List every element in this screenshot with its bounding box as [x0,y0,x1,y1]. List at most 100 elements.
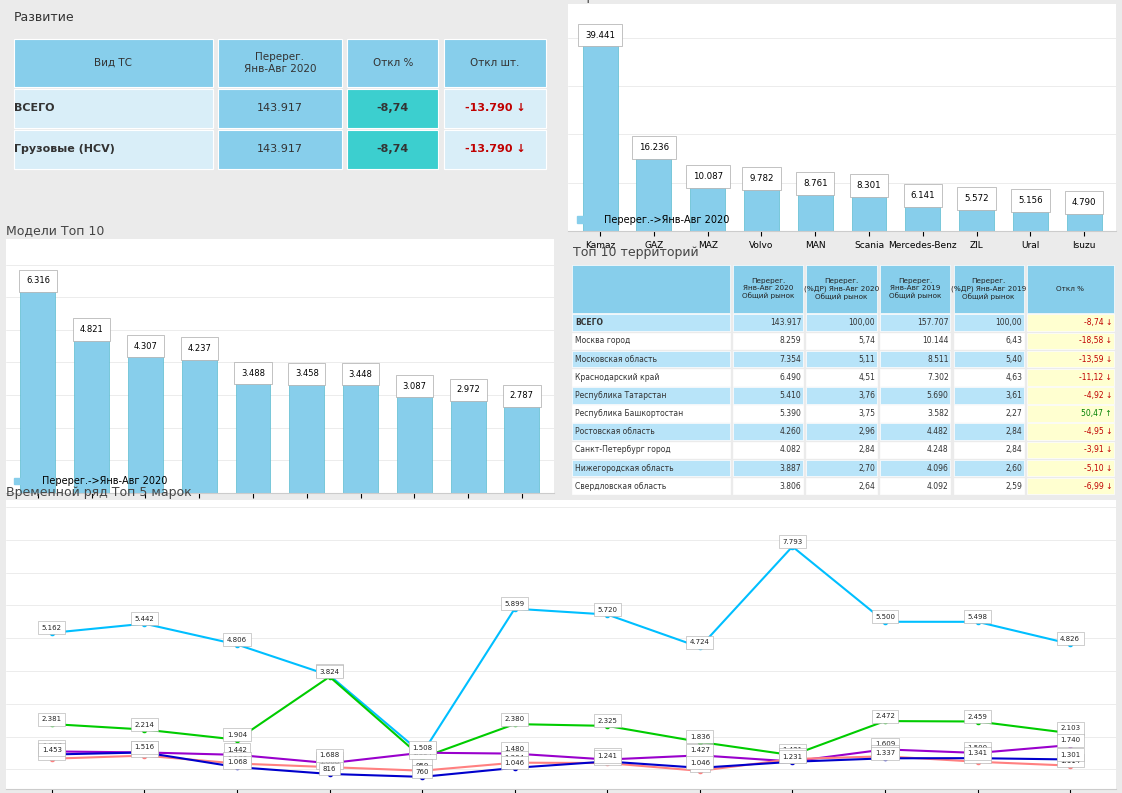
Text: 5.899: 5.899 [505,601,525,607]
Text: 5.690: 5.690 [927,391,948,400]
Text: 39.441: 39.441 [586,30,615,40]
FancyBboxPatch shape [954,460,1023,477]
Text: 2,70: 2,70 [858,464,875,473]
Text: 1.399: 1.399 [875,749,895,754]
Text: 4.826: 4.826 [1060,636,1080,642]
#Kamaz [1064,639,1077,649]
Text: 8.259: 8.259 [780,336,801,346]
Bar [505,402,540,492]
#Kamaz [508,604,522,614]
FancyBboxPatch shape [1027,314,1114,331]
Text: 6.141: 6.141 [910,191,935,201]
Text: 1.688: 1.688 [320,752,340,758]
FancyBboxPatch shape [572,387,729,404]
Text: 5.410: 5.410 [780,391,801,400]
Text: Перерег.
(%ДР) Янв-Авг 2019
Общий рынок: Перерег. (%ДР) Янв-Авг 2019 Общий рынок [951,278,1027,300]
FancyBboxPatch shape [13,39,213,87]
#Volvo [415,748,429,757]
Text: 7.302: 7.302 [927,373,948,381]
Text: 2,64: 2,64 [858,481,875,491]
Text: 4.248: 4.248 [927,446,948,454]
FancyBboxPatch shape [954,351,1023,367]
#Volvo [693,751,707,760]
Text: 1.442: 1.442 [227,747,247,753]
Text: 143.917: 143.917 [770,318,801,328]
Text: Перерег.
Янв-Авг 2020: Перерег. Янв-Авг 2020 [243,52,316,74]
FancyBboxPatch shape [733,351,803,367]
FancyBboxPatch shape [954,265,1023,313]
Text: 8.301: 8.301 [857,181,881,190]
Text: 9.782: 9.782 [749,174,774,183]
FancyBboxPatch shape [572,369,729,385]
Text: 5,74: 5,74 [858,336,875,346]
Text: 1.325: 1.325 [42,751,62,757]
#MAZ [138,751,151,760]
Line: #Volvo: #Volvo [49,743,1073,765]
FancyBboxPatch shape [880,351,950,367]
FancyBboxPatch shape [954,478,1023,495]
#Kamaz [785,542,799,551]
#Kamaz [323,671,337,680]
Text: 1.431: 1.431 [782,747,802,753]
FancyBboxPatch shape [807,405,876,422]
#Volvo [45,747,58,757]
Text: Вид ТС: Вид ТС [94,58,132,68]
Text: 4.092: 4.092 [927,481,948,491]
Text: 1.178: 1.178 [227,756,247,761]
#MAZ [879,752,892,761]
Text: 2.459: 2.459 [967,714,987,719]
Text: 1.836: 1.836 [690,734,710,740]
#Kamaz [415,749,429,758]
Text: 8.511: 8.511 [927,354,948,363]
Text: 1.300: 1.300 [597,752,617,757]
FancyBboxPatch shape [880,332,950,349]
FancyBboxPatch shape [807,265,876,313]
Bar [905,201,940,231]
FancyBboxPatch shape [954,387,1023,404]
FancyBboxPatch shape [807,314,876,331]
Text: 4.307: 4.307 [134,342,157,351]
Text: 7.354: 7.354 [780,354,801,363]
FancyBboxPatch shape [572,265,729,313]
Bar [798,189,833,231]
FancyBboxPatch shape [347,130,439,169]
Text: 5.498: 5.498 [967,614,987,620]
FancyBboxPatch shape [572,478,729,495]
FancyBboxPatch shape [880,423,950,440]
Text: Перерег.
Янв-Авг 2020
Общий рынок: Перерег. Янв-Авг 2020 Общий рынок [742,278,794,300]
Text: 3.488: 3.488 [241,369,265,377]
Text: 1.301: 1.301 [1060,752,1080,757]
Text: 5,11: 5,11 [858,354,875,363]
#GAZ [879,716,892,726]
Text: 2,84: 2,84 [1005,427,1022,436]
Bar [451,396,486,492]
Text: 2.972: 2.972 [457,385,480,394]
#GAZ [971,717,984,726]
#MAN [879,753,892,763]
Text: Откл шт.: Откл шт. [470,58,519,68]
#MAZ [1064,760,1077,770]
FancyBboxPatch shape [572,351,729,367]
Text: 3.087: 3.087 [403,381,426,391]
Text: Развитие: Развитие [13,11,74,24]
FancyBboxPatch shape [572,405,729,422]
Text: 2,84: 2,84 [858,446,875,454]
Text: 3.582: 3.582 [927,409,948,418]
#GAZ [693,737,707,747]
Text: 4.260: 4.260 [780,427,801,436]
Text: -8,74: -8,74 [377,144,408,155]
Text: Модели Топ 10: Модели Топ 10 [6,224,104,238]
FancyBboxPatch shape [880,314,950,331]
FancyBboxPatch shape [807,387,876,404]
#MAZ [323,762,337,772]
Text: 4.790: 4.790 [1072,198,1096,207]
FancyBboxPatch shape [807,423,876,440]
Text: 5.162: 5.162 [42,625,62,631]
FancyBboxPatch shape [954,405,1023,422]
Bar [128,352,163,492]
#MAN [971,753,984,763]
Text: 6.316: 6.316 [26,277,49,285]
Text: 3.887: 3.887 [780,464,801,473]
Bar [690,182,725,231]
Text: 1.231: 1.231 [967,754,987,760]
